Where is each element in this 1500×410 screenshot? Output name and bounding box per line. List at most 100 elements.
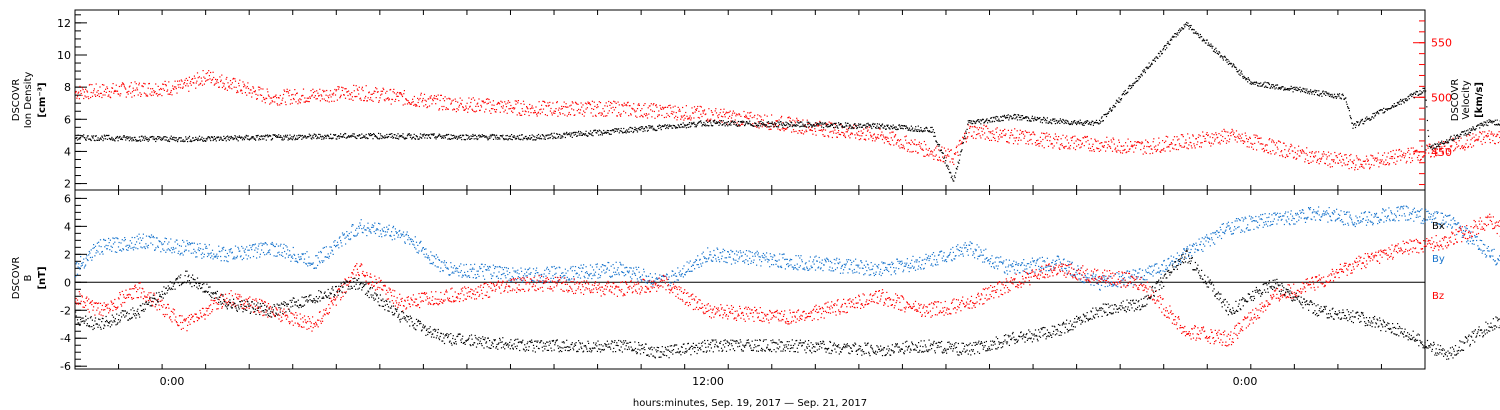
ion-density-point <box>193 140 195 142</box>
velocity-point <box>187 79 189 81</box>
velocity-point <box>1033 133 1035 135</box>
velocity-point <box>1443 145 1445 147</box>
velocity-point <box>623 102 625 104</box>
velocity-point <box>259 94 261 96</box>
ion-density-point <box>1234 66 1236 68</box>
ion-density-point <box>301 138 303 140</box>
velocity-point <box>1341 165 1343 167</box>
velocity-point <box>965 138 967 140</box>
velocity-point <box>1337 162 1340 164</box>
ion-density-point <box>977 119 979 121</box>
ion-density-point <box>225 140 227 142</box>
ion-density-point <box>1318 95 1320 97</box>
ion-density-point <box>895 128 897 130</box>
ion-density-point <box>170 138 172 140</box>
velocity-point <box>829 131 831 133</box>
velocity-point <box>1021 132 1023 134</box>
ion-density-point <box>1469 128 1471 130</box>
velocity-point <box>1405 153 1407 155</box>
ion-density-point <box>1265 86 1267 88</box>
ion-density-point <box>881 123 884 125</box>
ion-density-point <box>248 139 250 141</box>
ion-density-point <box>610 130 612 132</box>
velocity-point <box>1443 141 1445 143</box>
velocity-point <box>722 116 724 118</box>
velocity-point <box>1448 149 1450 151</box>
ion-density-point <box>822 123 824 126</box>
velocity-point <box>260 88 262 90</box>
velocity-point <box>359 97 362 99</box>
ion-density-point <box>998 120 1000 122</box>
velocity-point <box>240 89 242 91</box>
ion-density-point <box>320 136 322 138</box>
ion-density-point <box>751 124 753 127</box>
velocity-point <box>818 129 820 131</box>
velocity-point <box>97 90 99 92</box>
velocity-point <box>1472 145 1475 147</box>
ion-density-point <box>1130 85 1132 87</box>
velocity-point <box>957 151 959 153</box>
velocity-point <box>1192 135 1194 137</box>
ion-density-point <box>238 136 240 138</box>
velocity-point <box>553 110 555 112</box>
velocity-point <box>1319 157 1321 160</box>
velocity-point <box>1063 146 1065 148</box>
ion-density-point <box>155 137 157 139</box>
velocity-point <box>948 155 950 157</box>
velocity-point <box>896 139 899 142</box>
velocity-point <box>1173 136 1176 138</box>
velocity-point <box>526 106 528 108</box>
velocity-point <box>598 101 600 103</box>
ion-density-point <box>186 138 188 140</box>
ion-density-point <box>1151 63 1153 65</box>
ion-density-point <box>680 123 682 126</box>
ion-density-point <box>140 135 142 138</box>
ion-density-point <box>112 138 114 140</box>
y-tick-label: 10 <box>57 49 71 62</box>
velocity-point <box>94 94 96 96</box>
velocity-point <box>759 123 761 125</box>
velocity-point <box>1415 150 1417 152</box>
velocity-point <box>882 134 884 136</box>
velocity-point <box>844 136 847 139</box>
ion-density-point <box>428 135 430 137</box>
ion-density-point <box>641 126 644 128</box>
velocity-point <box>747 112 749 114</box>
ion-density-point <box>1466 130 1468 132</box>
velocity-point <box>285 104 287 106</box>
ion-density-point <box>923 130 925 132</box>
ion-density-point <box>268 135 270 137</box>
velocity-point <box>784 127 786 130</box>
velocity-point <box>387 97 389 99</box>
by-point <box>111 250 113 252</box>
by-point <box>103 239 105 241</box>
ion-density-point <box>801 121 803 123</box>
ion-density-point <box>331 137 333 139</box>
velocity-point <box>735 113 738 115</box>
velocity-point <box>1076 145 1078 147</box>
velocity-point <box>451 100 453 102</box>
velocity-point <box>1138 141 1140 143</box>
ion-density-point <box>1496 119 1498 121</box>
velocity-point <box>1375 160 1378 162</box>
ion-density-point <box>1351 122 1353 124</box>
ion-density-point <box>365 133 367 136</box>
ion-density-point <box>188 137 190 139</box>
ion-density-point <box>422 135 424 137</box>
ion-density-point <box>413 136 415 138</box>
ion-density-point <box>769 122 771 124</box>
velocity-point <box>272 96 274 98</box>
ion-density-point <box>808 126 810 128</box>
velocity-point <box>999 134 1001 136</box>
ion-density-point <box>496 134 498 136</box>
ion-density-point <box>955 167 957 169</box>
velocity-point <box>1435 155 1437 157</box>
velocity-point <box>565 103 567 105</box>
velocity-point <box>496 103 498 105</box>
velocity-point <box>348 90 350 92</box>
velocity-point <box>946 155 948 157</box>
velocity-point <box>404 103 406 105</box>
velocity-point <box>296 92 298 95</box>
ion-density-point <box>1007 114 1009 116</box>
velocity-point <box>101 96 103 99</box>
